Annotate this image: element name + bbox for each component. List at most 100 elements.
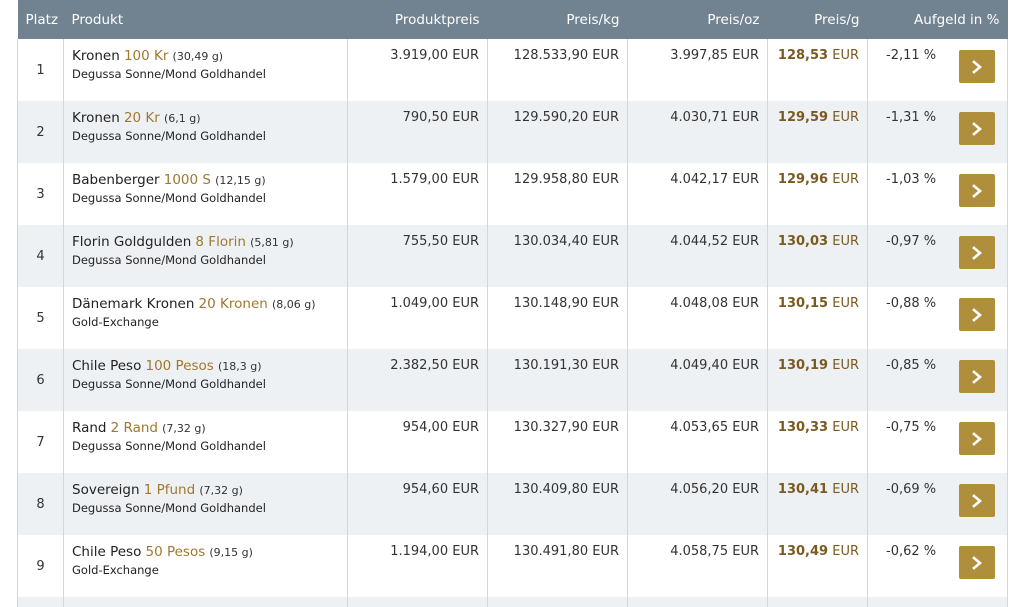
product-denomination: 2 Rand [110,420,158,436]
product-weight: (5,81 g) [250,236,294,249]
premium-percent: -0,69 % [886,482,937,497]
table-row: 5 Dänemark Kronen 20 Kronen (8,06 g) Gol… [17,287,1008,349]
price-per-g-cell: 130,19 EUR [767,349,868,411]
product-price: 1.049,00 EUR [347,287,488,349]
product-weight: (9,15 g) [209,546,253,559]
premium-percent: -0,97 % [886,234,937,249]
product-denomination: 1000 S [163,172,211,188]
product-price: 954,60 EUR [347,473,488,535]
header-aufgeld: Aufgeld in % [867,0,1008,39]
price-per-oz: 4.056,20 EUR [627,473,768,535]
premium-cell: -2,11 % [867,39,1008,101]
premium-cell: -0,75 % [867,411,1008,473]
price-per-kg: 130.327,90 EUR [487,411,628,473]
empty-cell [767,597,868,607]
price-per-g-cell: 130,03 EUR [767,225,868,287]
header-produkt: Produkt [63,0,348,39]
dealer-name: Degussa Sonne/Mond Goldhandel [72,191,266,205]
price-per-oz: 4.053,65 EUR [627,411,768,473]
product-name: Dänemark Kronen [72,296,195,312]
table-row: 4 Florin Goldgulden 8 Florin (5,81 g) De… [17,225,1008,287]
dealer-name: Degussa Sonne/Mond Goldhandel [72,439,266,453]
price-per-g-unit: EUR [832,482,859,497]
dealer-name: Degussa Sonne/Mond Goldhandel [72,377,266,391]
product-cell: Dänemark Kronen 20 Kronen (8,06 g) Gold-… [63,287,348,349]
price-per-g-unit: EUR [832,358,859,373]
rank-cell: 9 [17,535,64,597]
price-per-oz: 4.042,17 EUR [627,163,768,225]
details-button[interactable] [959,360,995,393]
price-per-oz: 4.058,75 EUR [627,535,768,597]
rank-cell: 8 [17,473,64,535]
chevron-right-icon [972,121,983,136]
dealer-name: Gold-Exchange [72,563,159,577]
price-per-oz: 3.997,85 EUR [627,39,768,101]
product-price: 755,50 EUR [347,225,488,287]
rank-cell: 1 [17,39,64,101]
product-denomination: 100 Pesos [145,358,214,374]
header-preis-kg: Preis/kg [487,0,628,39]
rank: 5 [36,310,45,326]
rank-cell: 4 [17,225,64,287]
rank-cell: 3 [17,163,64,225]
details-button[interactable] [959,174,995,207]
details-button[interactable] [959,298,995,331]
product-price: 790,50 EUR [347,101,488,163]
details-button[interactable] [959,112,995,145]
chevron-right-icon [972,493,983,508]
details-button[interactable] [959,50,995,83]
rank: 3 [36,186,45,202]
rank: 4 [36,248,45,264]
product-price: 2.382,50 EUR [347,349,488,411]
dealer-name: Degussa Sonne/Mond Goldhandel [72,67,266,81]
product-cell: Kronen 100 Kr (30,49 g) Degussa Sonne/Mo… [63,39,348,101]
chevron-right-icon [972,307,983,322]
table-row-partial [17,597,1008,607]
empty-cell [17,597,64,607]
product-weight: (18,3 g) [217,360,262,373]
rank: 2 [36,124,45,140]
price-per-kg: 129.590,20 EUR [487,101,628,163]
rank-cell: 5 [17,287,64,349]
product-name: Kronen [72,48,120,64]
product-denomination: 8 Florin [195,234,246,250]
premium-percent: -2,11 % [886,48,937,63]
product-price: 954,00 EUR [347,411,488,473]
price-per-g-unit: EUR [832,110,859,125]
header-platz: Platz [17,0,64,39]
details-button[interactable] [959,236,995,269]
product-cell: Sovereign 1 Pfund (7,32 g) Degussa Sonne… [63,473,348,535]
details-button[interactable] [959,546,995,579]
rank-cell: 7 [17,411,64,473]
header-produktpreis: Produktpreis [347,0,488,39]
price-per-kg: 130.148,90 EUR [487,287,628,349]
dealer-name: Gold-Exchange [72,315,159,329]
empty-cell [347,597,488,607]
price-per-g: 130,03 [777,234,829,249]
details-button[interactable] [959,484,995,517]
price-per-g: 130,33 [777,420,829,435]
price-comparison-table: Platz Produkt Produktpreis Preis/kg Prei… [17,0,1008,607]
rank: 8 [36,496,45,512]
dealer-name: Degussa Sonne/Mond Goldhandel [72,253,266,267]
chevron-right-icon [972,59,983,74]
price-per-g-unit: EUR [832,48,859,63]
rank-cell: 6 [17,349,64,411]
details-button[interactable] [959,422,995,455]
premium-cell: -0,97 % [867,225,1008,287]
price-per-g-cell: 128,53 EUR [767,39,868,101]
rank: 1 [36,62,45,78]
premium-percent: -0,75 % [886,420,937,435]
product-cell: Rand 2 Rand (7,32 g) Degussa Sonne/Mond … [63,411,348,473]
price-per-kg: 130.191,30 EUR [487,349,628,411]
dealer-name: Degussa Sonne/Mond Goldhandel [72,501,266,515]
header-preis-oz: Preis/oz [627,0,768,39]
price-per-g-unit: EUR [832,420,859,435]
product-name: Chile Peso [72,544,142,560]
price-per-g-cell: 130,33 EUR [767,411,868,473]
price-per-oz: 4.044,52 EUR [627,225,768,287]
price-per-g: 130,41 [777,482,829,497]
product-price: 1.194,00 EUR [347,535,488,597]
premium-cell: -1,03 % [867,163,1008,225]
price-per-kg: 128.533,90 EUR [487,39,628,101]
